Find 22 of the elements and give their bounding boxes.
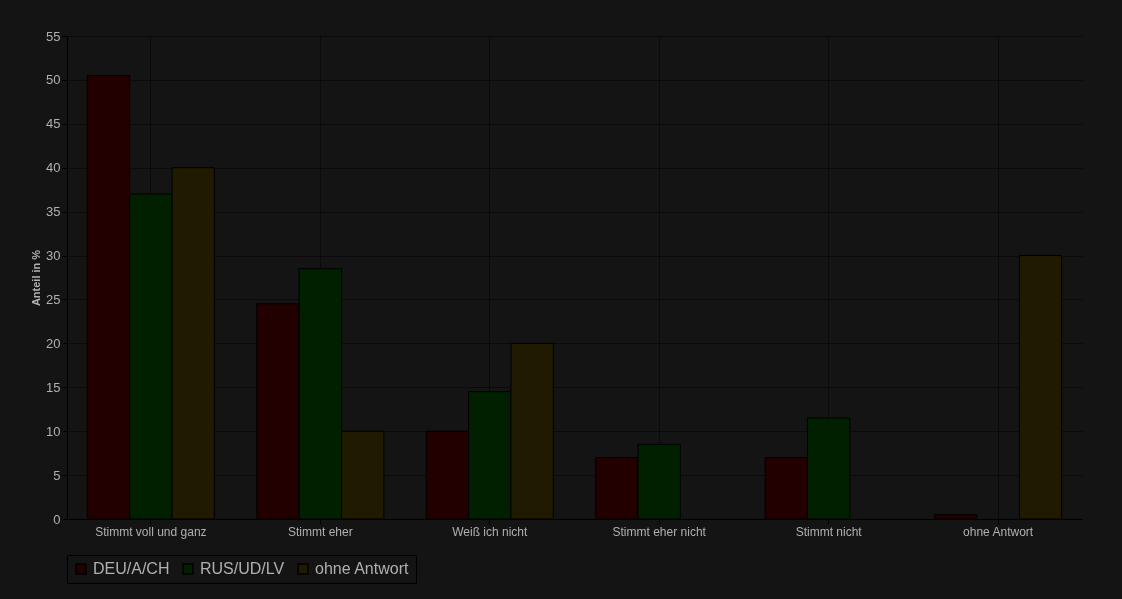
y-tick-label: 5 bbox=[53, 467, 61, 483]
y-tick-label: 30 bbox=[46, 248, 61, 264]
x-tick-label: Stimmt eher nicht bbox=[612, 524, 707, 539]
y-tick-label: 50 bbox=[46, 72, 61, 88]
y-tick-label: 55 bbox=[46, 28, 61, 44]
y-tick-label: 20 bbox=[46, 335, 61, 351]
legend-label: DEU/A/CH bbox=[93, 560, 170, 577]
y-tick-label: 40 bbox=[46, 160, 61, 176]
y-tick-label: 10 bbox=[46, 423, 61, 439]
y-tick-label: 15 bbox=[46, 379, 61, 395]
legend-label: RUS/UD/LV bbox=[200, 560, 285, 577]
x-tick-label: Stimmt eher bbox=[287, 524, 353, 539]
y-tick-label: 35 bbox=[46, 204, 61, 220]
x-tick-label: ohne Antwort bbox=[963, 524, 1034, 539]
x-tick-label: Stimmt voll und ganz bbox=[95, 524, 207, 539]
x-tick-label: Weiß ich nicht bbox=[452, 524, 529, 539]
y-axis-title: Anteil in % bbox=[30, 249, 43, 307]
y-tick-label: 25 bbox=[46, 291, 61, 307]
y-tick-label: 0 bbox=[53, 511, 61, 527]
x-tick-label: Stimmt nicht bbox=[795, 524, 863, 539]
y-tick-label: 45 bbox=[46, 116, 61, 132]
legend-label: ohne Antwort bbox=[315, 560, 409, 577]
